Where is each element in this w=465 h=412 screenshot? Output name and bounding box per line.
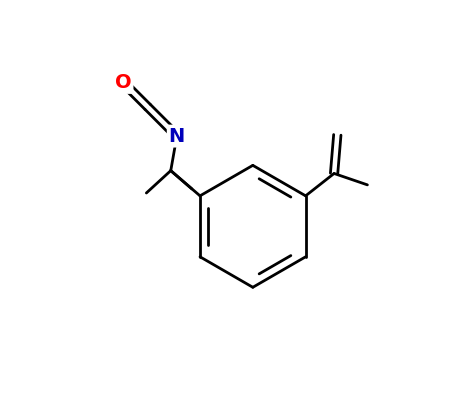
- Text: N: N: [169, 126, 185, 145]
- Text: O: O: [115, 73, 132, 92]
